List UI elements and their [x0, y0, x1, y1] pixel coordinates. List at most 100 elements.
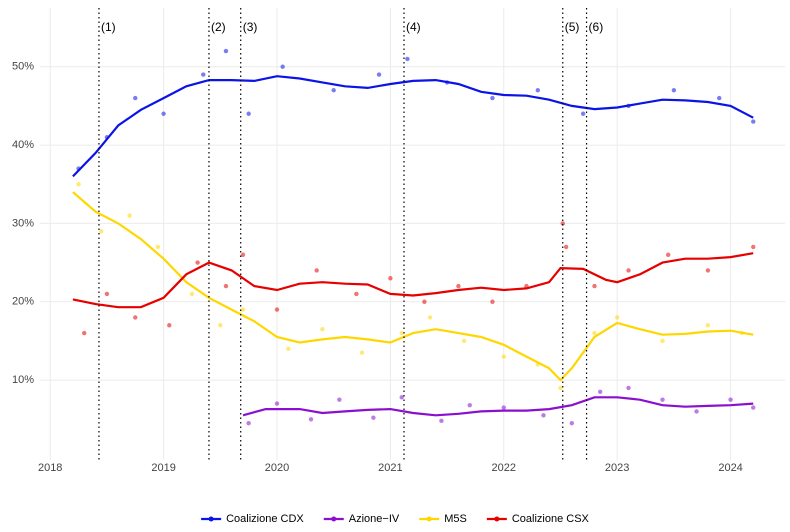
poll-point — [280, 64, 285, 69]
poll-point — [751, 119, 756, 124]
poll-point — [274, 307, 280, 312]
legend-swatch-dot — [331, 516, 337, 522]
poll-point — [155, 244, 161, 250]
x-tick-label: 2021 — [378, 462, 402, 474]
legend-label: Azione−IV — [349, 513, 400, 525]
event-label: (6) — [589, 20, 604, 34]
poll-point — [223, 48, 229, 54]
legend: Coalizione CDX Azione−IV M5S Coalizione CSX — [201, 513, 590, 525]
poll-point — [246, 420, 251, 426]
poll-point — [626, 385, 631, 391]
poll-point — [490, 299, 495, 304]
x-tick-label: 2023 — [605, 462, 629, 474]
poll-point — [359, 350, 365, 355]
legend-swatch-dot — [208, 516, 214, 522]
poll-point — [223, 283, 229, 289]
poll-point — [388, 276, 393, 281]
poll-point — [728, 397, 733, 402]
poll-point — [201, 72, 206, 77]
poll-point — [461, 338, 467, 344]
poll-point — [614, 315, 620, 320]
poll-point — [320, 326, 325, 332]
x-tick-label: 2018 — [38, 462, 62, 474]
event-label: (4) — [406, 20, 421, 34]
legend-label: Coalizione CDX — [226, 513, 304, 525]
poll-point — [189, 291, 195, 297]
poll-point — [133, 95, 138, 101]
poll-point — [314, 268, 319, 273]
poll-point — [456, 283, 461, 289]
poll-point — [580, 111, 586, 116]
poll-point — [705, 268, 711, 273]
poll-point — [626, 268, 631, 273]
y-tick-label: 40% — [12, 139, 34, 151]
poll-point — [308, 417, 314, 422]
poll-point — [560, 221, 565, 226]
legend-swatch-dot — [494, 516, 500, 522]
poll-point — [501, 405, 506, 410]
poll-point — [133, 315, 138, 320]
x-tick-label: 2019 — [151, 462, 175, 474]
poll-point — [541, 413, 546, 418]
event-label: (5) — [565, 20, 580, 34]
legend-label: Coalizione CSX — [512, 513, 590, 525]
poll-point — [666, 252, 671, 257]
poll-point — [240, 307, 246, 312]
poll-point — [240, 252, 246, 257]
poll-point — [427, 315, 433, 320]
poll-point — [705, 323, 711, 328]
poll-point — [104, 291, 110, 297]
poll-point — [354, 291, 359, 297]
legend-swatch-dot — [426, 516, 432, 522]
poll-point — [405, 56, 410, 62]
poll-point — [558, 385, 563, 391]
poll-point — [167, 323, 172, 328]
poll-point — [592, 330, 597, 336]
poll-point — [563, 244, 569, 250]
poll-point — [422, 299, 427, 304]
trend-line — [72, 191, 754, 382]
poll-point — [274, 401, 280, 406]
trend-line — [242, 396, 754, 417]
x-tick-label: 2020 — [265, 462, 289, 474]
poll-point — [439, 418, 444, 424]
poll-point — [99, 229, 104, 234]
poll-point — [671, 88, 677, 93]
x-tick-label: 2022 — [492, 462, 516, 474]
poll-point — [161, 111, 166, 116]
poll-point — [717, 95, 722, 101]
y-tick-label: 50% — [12, 61, 34, 73]
event-label: (3) — [243, 20, 258, 34]
poll-point — [751, 244, 756, 250]
y-tick-label: 30% — [12, 217, 34, 229]
event-label: (2) — [211, 20, 226, 34]
poll-point — [195, 260, 200, 265]
trend-line — [72, 252, 754, 309]
poll-point — [246, 111, 251, 116]
poll-point — [399, 395, 404, 400]
poll-point — [286, 346, 291, 351]
poll-point — [371, 415, 376, 420]
poll-point — [694, 409, 699, 414]
poll-point — [660, 338, 665, 344]
poll-point — [218, 323, 223, 328]
y-tick-label: 10% — [12, 374, 34, 386]
x-tick-label: 2024 — [718, 462, 742, 474]
poll-point — [82, 330, 87, 336]
poll-point — [569, 420, 575, 426]
poll-point — [490, 95, 495, 101]
poll-point — [597, 389, 603, 395]
poll-point — [76, 182, 81, 187]
poll-point — [467, 402, 472, 408]
event-label: (1) — [101, 20, 116, 34]
poll-point — [751, 405, 756, 410]
poll-point — [127, 213, 132, 218]
poll-point — [337, 397, 342, 402]
poll-point — [331, 88, 336, 93]
legend-label: M5S — [444, 513, 467, 525]
poll-point — [501, 354, 506, 359]
poll-point — [535, 88, 541, 93]
poll-point — [376, 72, 382, 77]
poll-point — [399, 330, 404, 336]
